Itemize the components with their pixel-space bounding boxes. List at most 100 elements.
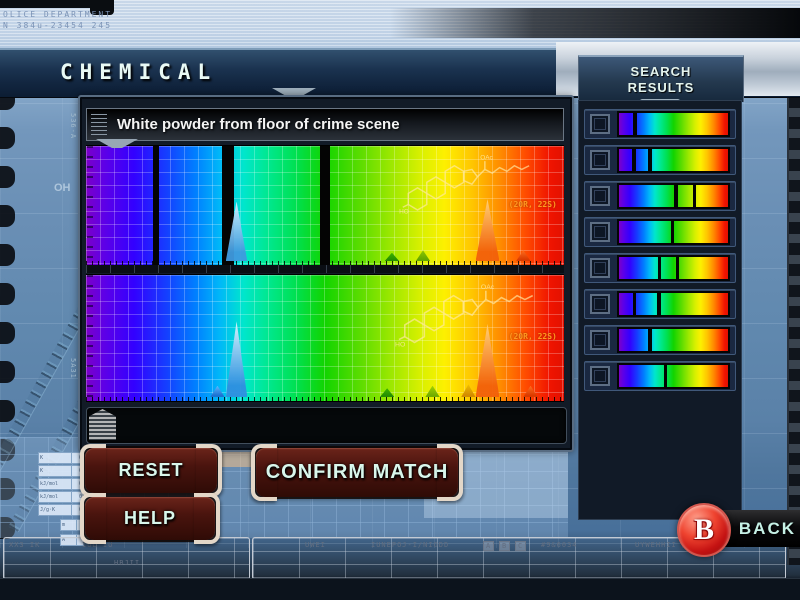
absorption-bar (648, 329, 652, 351)
spectrum-peak (384, 252, 400, 261)
result-checkbox[interactable] (590, 294, 610, 314)
absorption-bar (664, 365, 668, 387)
search-results-title-line1: SEARCH (630, 63, 692, 79)
bottom-strip (0, 578, 800, 600)
filmstrip-tab (0, 127, 15, 149)
chemical-structure-overlay: HO OAc (399, 154, 530, 215)
result-spectrum-thumbnail[interactable] (617, 183, 730, 209)
property-label: K (38, 452, 72, 464)
result-spectrum-thumbnail[interactable] (617, 147, 730, 173)
status-text: XX3 IK (9, 541, 41, 549)
absorption-bar (632, 293, 637, 315)
scroll-handle[interactable] (89, 409, 116, 440)
result-spectrum-thumbnail[interactable] (617, 111, 730, 137)
help-button[interactable]: HELP (80, 493, 220, 544)
search-result-row[interactable] (584, 109, 736, 139)
absorption-bar (153, 146, 160, 265)
filmstrip-tab (0, 361, 15, 383)
property-label: K (38, 465, 72, 477)
spectrum-scale-ticks (87, 146, 97, 265)
back-badge-letter: B (693, 513, 714, 546)
search-result-row[interactable] (584, 253, 736, 283)
search-results-title-line2: RESULTS (627, 79, 695, 95)
search-result-row[interactable] (584, 361, 736, 391)
structure-label-oac: OAc (480, 154, 493, 161)
label-arrow-icon (96, 139, 138, 148)
result-spectrum-thumbnail[interactable] (617, 327, 730, 353)
sample-code-label: 536-A (69, 113, 77, 140)
result-spectrum-thumbnail[interactable] (617, 219, 730, 245)
property-row: K0 (38, 452, 84, 464)
absorption-bar (319, 146, 331, 265)
structure-label-ho: HO (399, 208, 409, 215)
status-text: UWEI (305, 541, 326, 549)
status-text: B (499, 541, 511, 551)
filmstrip-tab (0, 244, 15, 266)
absorption-bar (632, 113, 637, 135)
spectrum-peak (415, 250, 431, 261)
sample-label-bar: White powder from floor of crime scene (86, 108, 564, 141)
result-spectrum-thumbnail[interactable] (617, 363, 730, 389)
absorption-bar (656, 293, 661, 315)
search-result-row[interactable] (584, 217, 736, 247)
result-checkbox[interactable] (590, 258, 610, 278)
spectrum-peak (425, 385, 440, 397)
search-result-row[interactable] (584, 325, 736, 355)
sample-spectra-panel: HO OAc (20R, 22S) HO OAc (78, 95, 574, 452)
back-badge-icon[interactable]: B (677, 503, 731, 557)
result-checkbox[interactable] (590, 150, 610, 170)
search-result-row[interactable] (584, 181, 736, 211)
background-molecule-label: OH (54, 182, 71, 194)
police-department-watermark: OLICE DEPARTMENT N 384u-23454 245 (3, 10, 113, 30)
chemical-structure-overlay: HO OAc (395, 284, 534, 348)
absorption-bar (693, 185, 697, 207)
element-property-table: K0K0kJ/mol0kJ/mol0J/g·K0mA (38, 452, 84, 547)
absorption-bar (658, 257, 662, 279)
spectrum-peak (379, 388, 395, 397)
absorption-bar (222, 146, 235, 265)
absorption-bar (632, 149, 637, 171)
page-title: CHEMICAL (60, 60, 218, 84)
result-spectrum-thumbnail[interactable] (617, 291, 730, 317)
search-result-row[interactable] (584, 145, 736, 175)
right-filmstrip (787, 45, 800, 565)
result-checkbox[interactable] (590, 186, 610, 206)
results-scroll-track[interactable] (86, 407, 567, 444)
status-text: IUNEPOJ-I/NIODD (371, 541, 450, 549)
spectrum-peak (523, 385, 538, 397)
search-results-list (578, 100, 742, 520)
filmstrip-tab (0, 400, 15, 422)
result-checkbox[interactable] (590, 222, 610, 242)
spectrum-peak (210, 385, 225, 397)
absorption-bar (676, 257, 680, 279)
status-text: HBJII (114, 559, 141, 567)
top-edge-strip (0, 0, 90, 8)
status-text: IUL IU (82, 541, 114, 549)
spectrum-axis-ticks (86, 397, 564, 401)
spectra-divider (86, 265, 564, 273)
confirm-match-button[interactable]: CONFIRM MATCH (251, 444, 463, 501)
filmstrip-tab (0, 283, 15, 305)
result-checkbox[interactable] (590, 366, 610, 386)
header-notch (272, 88, 316, 97)
result-checkbox[interactable] (590, 330, 610, 350)
result-spectrum-thumbnail[interactable] (617, 255, 730, 281)
absorption-bar (670, 221, 675, 243)
top-right-shade-bar (390, 8, 800, 38)
search-result-row[interactable] (584, 289, 736, 319)
top-edge-tab (90, 0, 114, 15)
filmstrip-tab (0, 166, 15, 188)
status-text: A (483, 541, 495, 551)
property-label: J/g·K (38, 504, 72, 516)
reference-code-label: 5A31 (69, 358, 77, 379)
reset-button[interactable]: RESET (80, 444, 222, 497)
spectrum-scale-ticks (87, 275, 97, 401)
result-checkbox[interactable] (590, 114, 610, 134)
status-text: UYWEHHII (635, 541, 677, 549)
status-text: C (515, 541, 527, 551)
sample-spectrum-display: HO OAc (20R, 22S) (86, 145, 564, 266)
search-results-header: SEARCH RESULTS (578, 55, 744, 102)
label-bar-decoration (91, 114, 107, 135)
filmstrip-tab (0, 205, 15, 227)
